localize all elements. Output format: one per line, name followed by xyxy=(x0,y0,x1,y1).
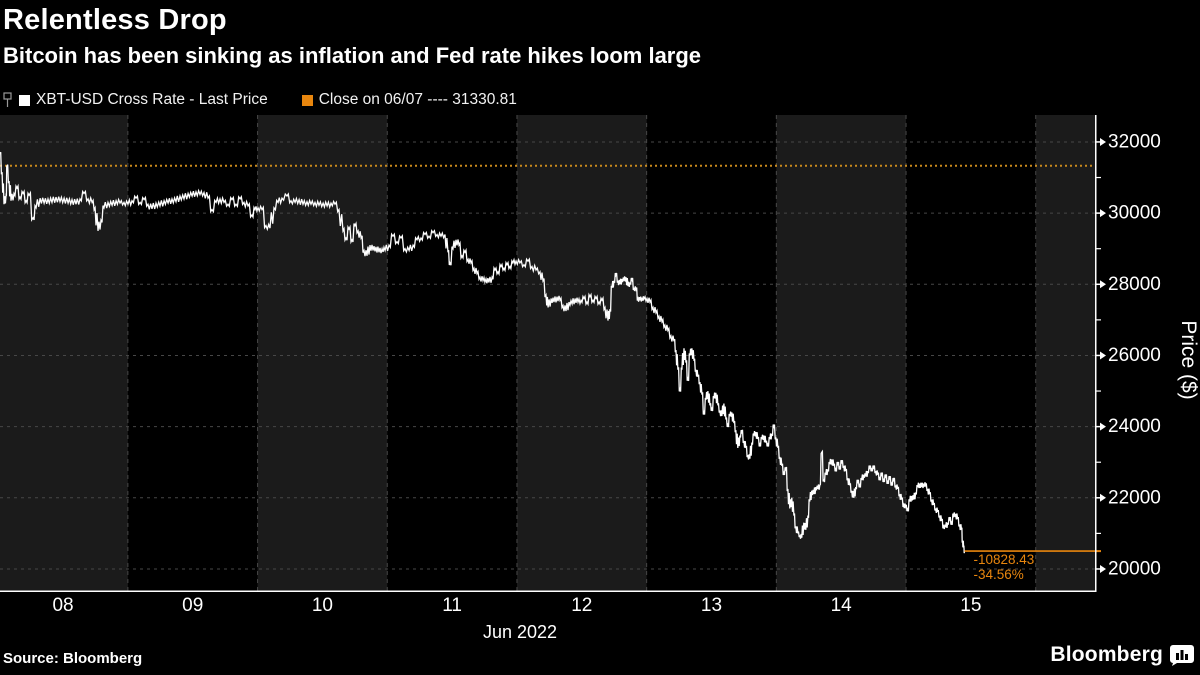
y-tick-arrow xyxy=(1100,280,1106,289)
legend: XBT-USD Cross Rate - Last Price Close on… xyxy=(3,91,517,109)
x-tick-label: 08 xyxy=(52,595,74,616)
y-axis-title: Price ($) xyxy=(1177,320,1200,399)
y-tick-arrow xyxy=(1100,351,1106,360)
price-chart-svg: -10828.43-34.56% 20000 22000 24000 26000 2800… xyxy=(0,115,1200,592)
x-tick-label: 10 xyxy=(311,595,333,616)
bloomberg-wordmark: Bloomberg xyxy=(1050,643,1163,666)
y-tick-label: 30000 xyxy=(1108,203,1161,224)
panel-flag-icon xyxy=(3,92,12,107)
plot-area: -10828.43 -34.56% 20000 22000 24000 26000 2800… xyxy=(0,115,1200,593)
annotation-pct-change: -34.56% xyxy=(974,567,1024,582)
source-credit: Source: Bloomberg xyxy=(3,650,143,667)
series-swatch-orange xyxy=(301,94,313,106)
legend-label-close: Close on 06/07 ---- 31330.81 xyxy=(318,91,517,108)
price-line xyxy=(0,151,966,554)
y-tick-arrow xyxy=(1100,564,1106,573)
bloomberg-logo-icon xyxy=(1170,644,1194,666)
legend-label-series: XBT-USD Cross Rate - Last Price xyxy=(36,91,268,108)
y-tick-label: 26000 xyxy=(1108,345,1161,366)
legend-item-close: Close on 06/07 ---- 31330.81 xyxy=(301,91,517,109)
day-band xyxy=(257,115,388,592)
x-axis-title: Jun 2022 xyxy=(482,622,558,642)
y-tick-label: 28000 xyxy=(1108,274,1161,295)
x-tick-label: 09 xyxy=(182,595,204,616)
x-tick-label: 13 xyxy=(700,595,723,616)
bloomberg-brand: Bloomberg xyxy=(1050,643,1194,667)
y-tick-label: 20000 xyxy=(1108,558,1161,579)
x-tick-label: 15 xyxy=(960,595,982,616)
page-title: Relentless Drop xyxy=(3,4,227,36)
y-tick-arrow xyxy=(1100,209,1106,218)
day-band xyxy=(1035,115,1095,592)
y-tick-arrow xyxy=(1100,422,1106,431)
day-band xyxy=(776,115,907,592)
y-tick-label: 32000 xyxy=(1108,131,1161,152)
x-tick-label: 14 xyxy=(830,595,852,616)
y-tick-label: 24000 xyxy=(1108,416,1161,437)
series-swatch-white xyxy=(19,94,30,106)
y-tick-arrow xyxy=(1100,493,1106,502)
annotation-net-change: -10828.43 xyxy=(974,552,1035,567)
y-tick-label: 22000 xyxy=(1108,487,1161,508)
y-tick-arrow xyxy=(1100,137,1106,146)
x-tick-label: 12 xyxy=(571,595,593,616)
chart-subtitle: Bitcoin has been sinking as inflation an… xyxy=(3,43,702,68)
legend-item-last-price: XBT-USD Cross Rate - Last Price xyxy=(3,91,268,109)
day-band xyxy=(0,115,128,592)
day-band xyxy=(516,115,647,592)
x-tick-label: 11 xyxy=(442,595,462,616)
